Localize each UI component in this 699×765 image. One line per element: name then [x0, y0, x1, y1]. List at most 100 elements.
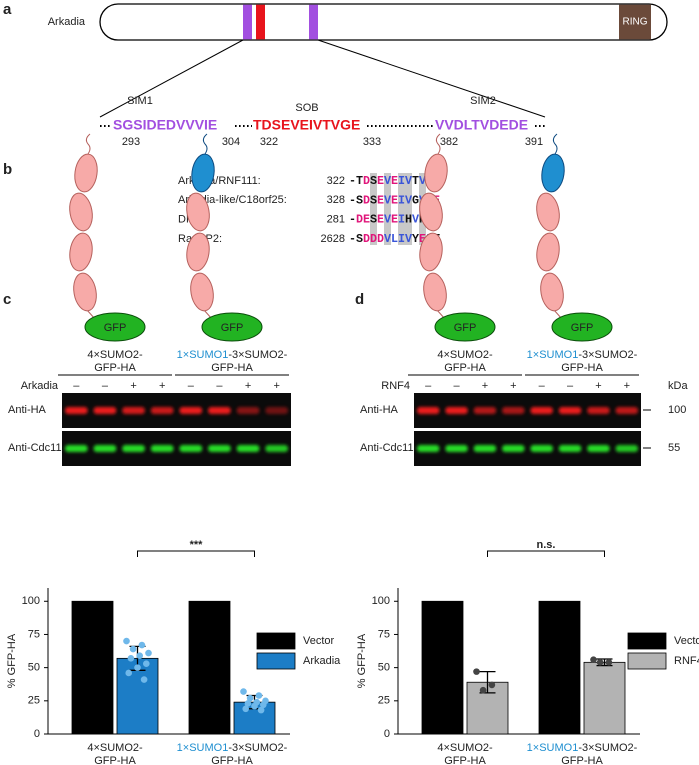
y-tick-label: 50 [378, 662, 390, 674]
legend-swatch [627, 632, 667, 650]
protein-bar [99, 3, 668, 41]
significance-bracket [137, 550, 255, 557]
legend-label: Vector [303, 635, 335, 647]
legend-label: Arkadia [303, 655, 341, 667]
data-point [596, 659, 604, 666]
sumo2-domain [186, 232, 210, 272]
residue-number: 304 [222, 136, 240, 148]
y-tick-label: 25 [378, 695, 390, 707]
data-point [127, 655, 135, 662]
legend-swatch [627, 652, 667, 670]
gfp-label: GFP [221, 322, 244, 334]
lane-sign: – [216, 380, 223, 392]
x-tick-label: GFP-HA [444, 755, 486, 765]
band [208, 445, 231, 452]
bar [538, 600, 581, 735]
residue-number: 333 [363, 136, 381, 148]
band [93, 445, 117, 452]
construct-label-part: -3×SUMO2- [228, 349, 287, 361]
lane-sign: + [245, 380, 251, 392]
x-tick-label-part: GFP-HA [94, 755, 136, 765]
treatment-label: RNF4 [381, 380, 410, 392]
x-tick-label: 4×SUMO2- [437, 742, 493, 754]
residue-number: 391 [525, 136, 543, 148]
error-bar [596, 658, 613, 667]
sumo2-domain [423, 272, 447, 312]
band [179, 407, 203, 414]
sumo2-domain [74, 153, 98, 193]
legend-swatch [256, 652, 296, 670]
band [558, 445, 582, 452]
y-tick-label: 100 [22, 595, 40, 607]
band [558, 407, 582, 414]
x-tick-label-part: GFP-HA [211, 755, 253, 765]
blot-label: Anti-Cdc11 [8, 442, 62, 454]
gfp [201, 312, 263, 342]
bar [188, 600, 231, 735]
construct-label-part: GFP-HA [211, 362, 253, 374]
sumo2-domain [186, 192, 210, 232]
construct-label: 1×SUMO1-3×SUMO2- [177, 349, 288, 361]
x-tick-label-part: 4×SUMO2- [437, 742, 493, 754]
tail [202, 133, 208, 155]
data-point [605, 659, 613, 666]
residue-number: 281 [327, 214, 345, 226]
motif-box [309, 4, 318, 40]
band [150, 407, 174, 414]
data-point [257, 706, 265, 714]
data-point [473, 668, 480, 675]
lane-sign: – [539, 380, 546, 392]
y-tick-label: 0 [384, 728, 390, 740]
y-axis-label: % GFP-HA [6, 633, 18, 688]
motif-name: SIM2 [470, 95, 496, 107]
band [265, 407, 288, 414]
band [265, 445, 288, 452]
lane-sign: + [159, 380, 165, 392]
construct-label: 1×SUMO1-3×SUMO2- [527, 349, 638, 361]
data-point [479, 686, 487, 694]
blot-label: Anti-Cdc11 [360, 442, 414, 454]
lane-sign: – [425, 380, 432, 392]
lane-sign: + [510, 380, 516, 392]
sumo1-domain [191, 153, 215, 193]
band [122, 407, 145, 414]
ring-domain [619, 4, 651, 40]
construct-label: 4×SUMO2- [437, 349, 493, 361]
band [502, 407, 525, 414]
x-tick-label-part: GFP-HA [561, 755, 603, 765]
lane-sign: – [73, 380, 80, 392]
x-tick-label-part: GFP-HA [444, 755, 486, 765]
residue-number: 293 [122, 136, 140, 148]
panel-label: a [3, 1, 12, 18]
data-point [488, 681, 496, 689]
panel-label: d [355, 291, 364, 308]
x-tick-label-part: 1×SUMO1 [177, 742, 229, 754]
sumo2-domain [419, 192, 443, 232]
y-tick-label: 25 [28, 695, 40, 707]
sumo2-domain [536, 192, 560, 232]
gfp [434, 312, 496, 342]
bar [583, 661, 626, 735]
tail [435, 133, 441, 155]
significance-label: n.s. [537, 539, 556, 551]
data-point [125, 669, 132, 677]
marker-label: 100 [668, 404, 686, 416]
protein-name: Arkadia/RNF111: [178, 175, 261, 187]
lane-sign: + [595, 380, 601, 392]
band [93, 407, 117, 414]
sumo2-domain [190, 272, 214, 312]
lane-sign: + [273, 380, 279, 392]
y-tick-label: 50 [28, 662, 40, 674]
x-tick-label-part: 4×SUMO2- [87, 742, 143, 754]
band [473, 445, 497, 452]
band [502, 445, 525, 452]
blot-label: Anti-HA [8, 404, 47, 416]
band [417, 445, 440, 452]
construct-label: GFP-HA [211, 362, 253, 374]
x-tick-label: GFP-HA [561, 755, 603, 765]
data-point [134, 664, 141, 671]
tail [552, 133, 558, 155]
residue-number: 382 [440, 136, 458, 148]
data-point [240, 688, 247, 695]
band [417, 407, 440, 414]
